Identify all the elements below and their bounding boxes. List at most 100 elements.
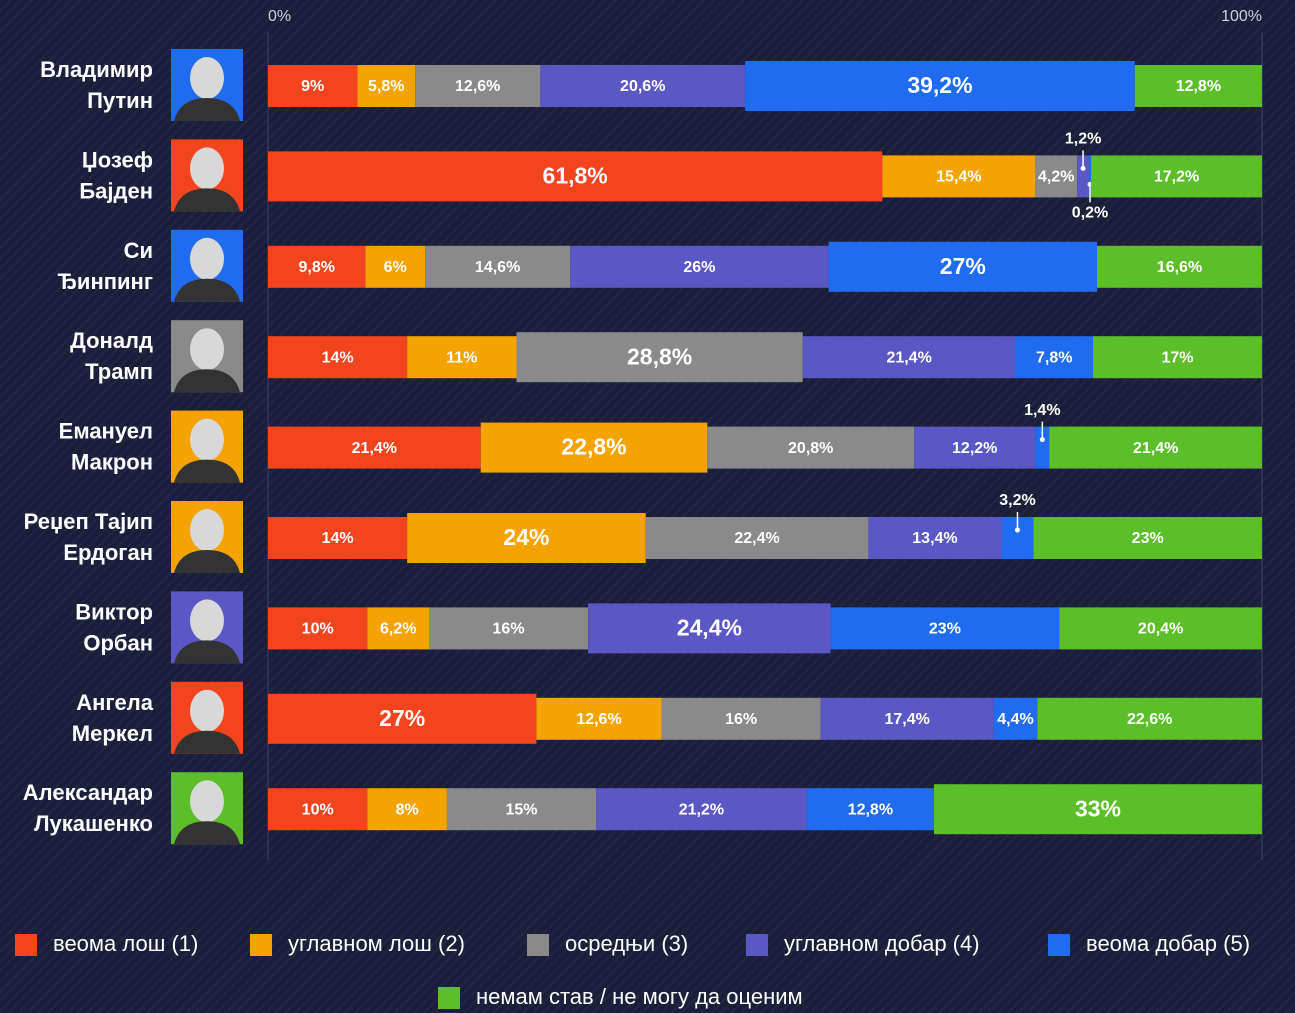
category-label: Емануел Макрон — [59, 418, 153, 474]
photo-body — [174, 459, 240, 483]
legend-label: углавном добар (4) — [784, 931, 980, 956]
photo — [171, 410, 243, 483]
bar-segment — [1077, 155, 1090, 198]
value-label: 8% — [396, 801, 419, 818]
bar-segment — [802, 336, 1016, 379]
bar-segment — [882, 155, 1036, 198]
photo — [171, 229, 243, 302]
bar-segment — [1059, 607, 1262, 650]
bar-segment — [268, 245, 366, 288]
value-label: 4,4% — [997, 711, 1033, 728]
photo-head — [190, 57, 224, 99]
label-dot — [1014, 527, 1020, 533]
photo — [171, 681, 243, 754]
photo-head — [190, 599, 224, 642]
bar-segment — [268, 607, 368, 650]
label-dot — [1080, 165, 1086, 171]
bar-segment — [407, 513, 646, 563]
category-label: Џозеф Бајден — [79, 147, 153, 203]
x-tick-label: 0% — [268, 8, 291, 25]
value-label: 21,4% — [886, 349, 931, 366]
legend-label: немам став / не могу да оценим — [476, 984, 803, 1009]
photo — [171, 772, 243, 845]
bar-segment — [830, 607, 1060, 650]
value-label: 10% — [302, 621, 334, 638]
bar-segment — [1035, 426, 1050, 469]
bar-segment — [661, 697, 821, 740]
value-label: 39,2% — [907, 72, 972, 98]
photo-head — [190, 237, 224, 280]
bar-segment — [1096, 245, 1262, 288]
bar-segment — [268, 517, 408, 559]
bar-segment — [745, 61, 1135, 111]
photo-head — [190, 689, 224, 732]
photo-head — [190, 418, 224, 461]
value-label: 12,6% — [455, 78, 500, 95]
bar-segment — [268, 336, 408, 379]
legend-swatch — [15, 934, 37, 956]
bar-segment — [365, 245, 426, 288]
photo-body — [174, 278, 240, 302]
value-label: 21,2% — [679, 801, 724, 818]
legend-label: веома лош (1) — [53, 931, 198, 956]
value-label: 24% — [503, 524, 549, 550]
value-label: 22,6% — [1127, 711, 1172, 728]
value-label: 14,6% — [475, 259, 520, 276]
photo-body — [174, 821, 240, 845]
value-label: 17,2% — [1154, 169, 1199, 186]
category-label: Александар Лукашенко — [23, 780, 153, 836]
bar-segment — [268, 693, 537, 744]
bar-segment — [268, 426, 481, 469]
value-label: 22,8% — [561, 434, 626, 460]
value-label: 4,2% — [1038, 169, 1074, 186]
bar-segment — [933, 784, 1262, 835]
value-label: 1,4% — [1024, 402, 1060, 419]
bar-segment — [357, 65, 416, 107]
bar-segment — [1015, 336, 1094, 379]
bar-segment — [1093, 336, 1262, 379]
value-label: 12,6% — [576, 711, 621, 728]
value-label: 9,8% — [298, 259, 334, 276]
bar-segment — [1089, 155, 1092, 198]
photo-body — [174, 188, 240, 212]
x-tick-label: 100% — [1221, 8, 1262, 25]
legend-label: осредњи (3) — [565, 931, 688, 956]
bar-segment — [806, 788, 934, 831]
value-label: 16% — [725, 711, 757, 728]
bar-segment — [516, 332, 803, 383]
value-label: 23% — [929, 621, 961, 638]
value-label: 28,8% — [627, 343, 692, 369]
bar-segment — [993, 697, 1038, 740]
value-label: 6,2% — [380, 621, 416, 638]
photo — [171, 501, 243, 573]
value-label: 16,6% — [1157, 259, 1202, 276]
value-label: 24,4% — [677, 614, 742, 640]
value-label: 1,2% — [1065, 131, 1101, 148]
category-label: Ангела Меркел — [72, 690, 154, 746]
value-label: 12,8% — [848, 801, 893, 818]
value-label: 0,2% — [1072, 205, 1108, 222]
bar-segment — [645, 517, 869, 559]
value-label: 20,8% — [788, 440, 833, 457]
value-label: 9% — [301, 78, 324, 95]
bar-segment — [536, 697, 662, 740]
bar-segment — [367, 788, 447, 831]
value-label: 5,8% — [368, 78, 404, 95]
value-label: 15,4% — [936, 169, 981, 186]
legend-label: углавном лош (2) — [288, 931, 465, 956]
bar-segment — [1049, 426, 1262, 469]
value-label: 3,2% — [999, 492, 1035, 509]
value-label: 10% — [302, 801, 334, 818]
value-label: 20,4% — [1138, 621, 1183, 638]
bar-segment — [570, 245, 829, 288]
value-label: 33% — [1075, 795, 1121, 821]
bar-segment — [868, 517, 1002, 559]
category-label: Доналд Трамп — [70, 328, 153, 384]
legend-swatch — [438, 987, 460, 1009]
bar-segment — [1033, 517, 1262, 559]
category-label: Виктор Орбан — [75, 599, 153, 655]
value-label: 12,2% — [952, 440, 997, 457]
bar-segment — [828, 241, 1097, 292]
legend-swatch — [746, 934, 768, 956]
